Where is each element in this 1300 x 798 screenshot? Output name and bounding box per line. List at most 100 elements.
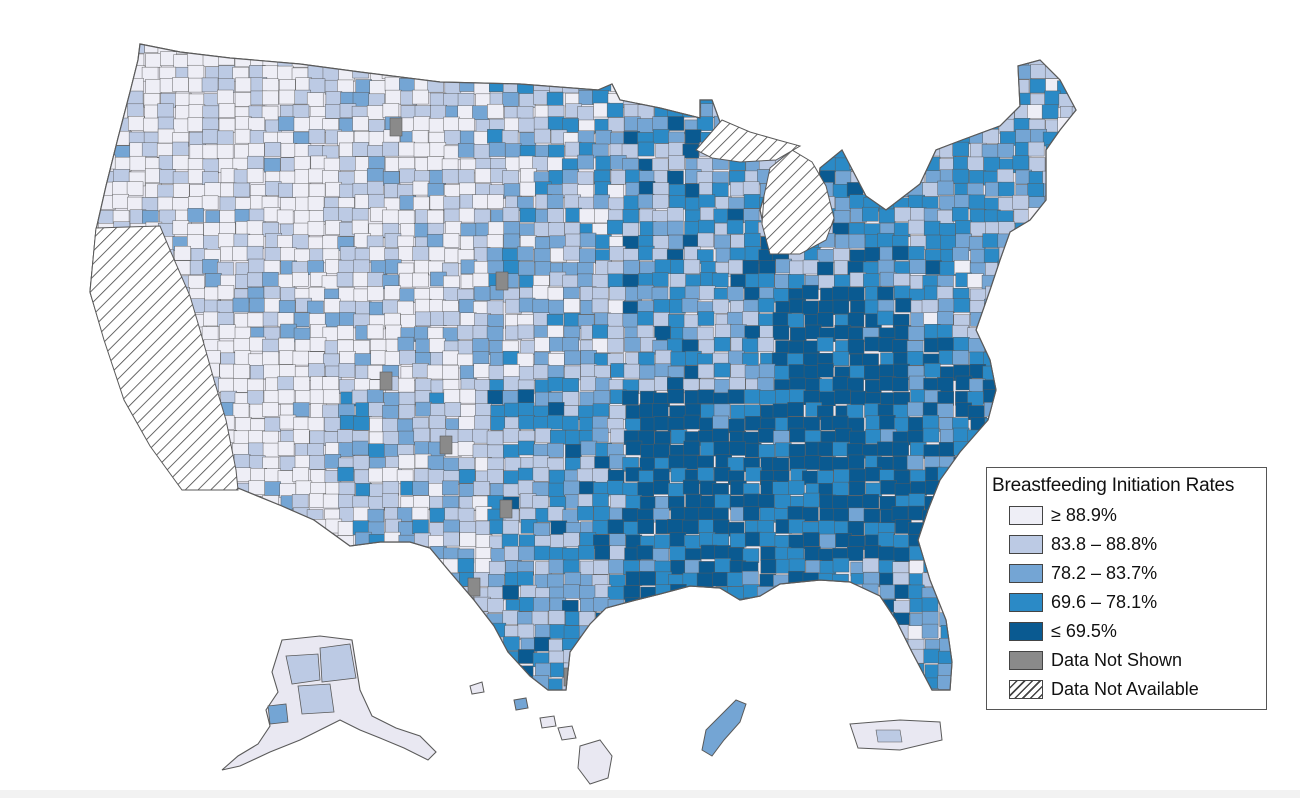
county-cell	[833, 93, 850, 108]
county-cell	[622, 209, 640, 224]
county-cell	[653, 598, 670, 614]
county-cell	[443, 196, 460, 211]
county-cell	[292, 234, 309, 249]
county-cell	[308, 51, 325, 67]
county-cell	[728, 350, 745, 366]
county-cell	[442, 480, 459, 496]
county-cell	[834, 324, 851, 340]
county-cell	[921, 623, 939, 639]
county-cell	[802, 507, 819, 522]
county-cell	[772, 312, 790, 327]
county-cell	[1060, 209, 1076, 224]
county-cell	[547, 208, 564, 223]
county-cell	[142, 662, 159, 678]
county-cell	[384, 285, 401, 300]
county-cell	[891, 506, 909, 521]
county-cell	[353, 506, 370, 522]
county-cell	[460, 610, 477, 626]
county-cell	[744, 54, 761, 70]
county-cell	[504, 117, 521, 133]
county-cell	[280, 197, 297, 212]
county-cell	[804, 455, 821, 470]
county-cell	[922, 402, 940, 417]
county-cell	[159, 583, 177, 599]
county-cell	[984, 52, 1001, 67]
county-cell	[939, 261, 957, 276]
county-cell	[893, 77, 910, 93]
county-cell	[322, 404, 339, 420]
county-cell	[1029, 325, 1046, 340]
county-cell	[186, 651, 204, 666]
county-cell	[188, 678, 205, 690]
county-cell	[921, 91, 939, 106]
county-cell	[400, 623, 417, 639]
guam	[701, 699, 747, 757]
county-cell	[742, 259, 760, 275]
county-cell	[429, 142, 447, 157]
county-cell	[651, 623, 669, 639]
county-cell	[713, 441, 731, 456]
county-cell	[398, 637, 416, 652]
county-cell	[817, 441, 835, 457]
county-cell	[278, 300, 296, 315]
county-cell	[790, 327, 807, 342]
county-cell	[730, 598, 747, 614]
county-cell	[759, 531, 776, 547]
county-cell	[622, 623, 640, 639]
county-cell	[802, 625, 819, 641]
county-cell	[907, 505, 925, 521]
county-cell	[937, 572, 955, 587]
county-cell	[475, 64, 493, 80]
county-cell	[129, 521, 147, 536]
county-cell	[609, 286, 626, 302]
county-cell	[172, 662, 189, 677]
county-cell	[982, 233, 999, 248]
county-cell	[412, 689, 429, 690]
hawaii	[469, 681, 613, 785]
county-cell	[562, 559, 580, 575]
county-cell	[1027, 141, 1045, 157]
county-cell	[381, 571, 399, 587]
county-cell	[683, 414, 701, 430]
county-cell	[832, 184, 850, 199]
county-cell	[759, 260, 776, 275]
county-cell	[655, 637, 672, 652]
county-cell	[307, 196, 325, 211]
county-cell	[382, 467, 399, 482]
county-cell	[880, 480, 897, 495]
county-cell	[218, 520, 235, 535]
county-cell	[997, 181, 1015, 197]
county-cell	[293, 117, 311, 132]
county-cell	[157, 522, 175, 537]
county-cell	[98, 688, 116, 690]
county-cell	[412, 89, 429, 105]
county-cell	[832, 688, 850, 690]
county-cell	[157, 128, 175, 144]
county-cell	[609, 637, 626, 653]
county-cell	[90, 625, 102, 641]
county-cell	[235, 558, 253, 573]
county-cell	[968, 52, 986, 68]
county-cell	[531, 44, 549, 54]
county-cell	[621, 677, 639, 690]
county-cell	[1058, 93, 1076, 109]
county-cell	[1058, 131, 1075, 146]
county-cell	[219, 210, 236, 225]
county-cell	[351, 389, 369, 405]
county-cell	[683, 651, 701, 666]
county-cell	[502, 651, 519, 666]
county-cell	[111, 77, 129, 93]
county-cell	[502, 483, 520, 499]
county-cell	[293, 376, 310, 392]
county-cell	[640, 613, 657, 629]
hawaii-island-5	[469, 681, 485, 695]
county-cell	[774, 365, 791, 381]
county-cell	[863, 623, 880, 638]
county-cell	[278, 558, 296, 574]
county-cell	[683, 689, 701, 690]
county-cell	[803, 118, 821, 134]
county-cell	[1072, 234, 1076, 250]
county-cell	[667, 207, 684, 222]
county-cell	[444, 663, 462, 678]
county-cell	[937, 546, 954, 561]
